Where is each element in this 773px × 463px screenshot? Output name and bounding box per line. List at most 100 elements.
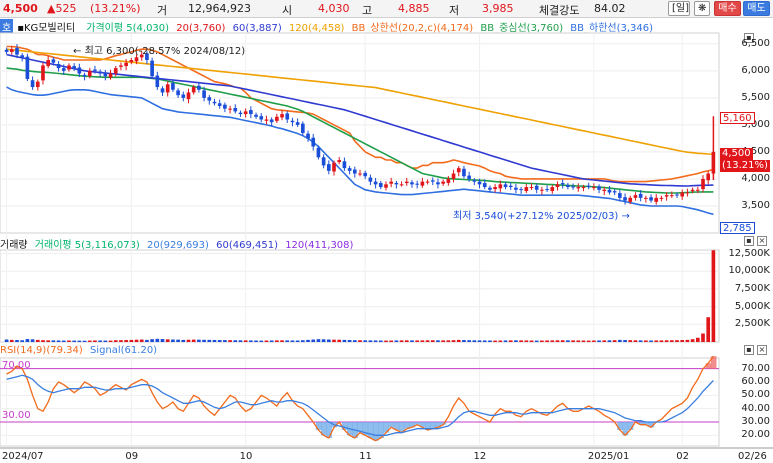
price-tick-label: 4,000: [741, 172, 770, 184]
candle-body: [524, 187, 529, 192]
legend-bb-upper[interactable]: BB_상한선(20,2,c)(4,174): [351, 23, 474, 33]
x-tick-label: 02/26: [738, 451, 767, 462]
candle-body: [46, 60, 50, 67]
candle-body: [15, 47, 19, 55]
close-icon[interactable]: ×: [757, 345, 767, 355]
legend-vol-ma20[interactable]: 20(929,693): [147, 240, 209, 250]
legend-ma120[interactable]: 120(4,458): [288, 23, 345, 33]
candle-body: [545, 189, 549, 191]
legend-vol-ma5[interactable]: 거래이평 5(3,116,073): [34, 240, 140, 250]
rsi-oversold-fill: [409, 422, 416, 428]
legend-rsi[interactable]: RSI(14,9)(79.34): [0, 345, 83, 356]
candle-body: [519, 189, 523, 191]
volume-bar: [358, 340, 362, 342]
volume-bar: [51, 340, 56, 342]
volume-bar: [581, 340, 586, 342]
candle-body: [150, 60, 154, 77]
volume-bar: [259, 340, 264, 342]
candle-body: [275, 116, 279, 121]
candle-body: [25, 56, 30, 79]
candle-body: [420, 181, 425, 186]
volume-bar: [155, 338, 160, 342]
rsi-tick-label: 50.00: [741, 389, 770, 401]
candle-body: [347, 168, 352, 171]
pane-menu-icon[interactable]: ▪: [744, 33, 754, 43]
volume-bar: [586, 340, 591, 342]
candle-body: [186, 92, 191, 100]
legend-ma20[interactable]: 20(3,760): [176, 23, 226, 33]
candle-body: [446, 178, 451, 183]
volume-bar: [337, 339, 342, 342]
sell-button[interactable]: 매도: [743, 1, 770, 16]
volume-title[interactable]: 거래량: [0, 240, 28, 250]
candle-body: [706, 173, 711, 181]
volume-bar: [514, 340, 518, 342]
legend-signal[interactable]: Signal(61.20): [89, 345, 158, 356]
pane-menu-icon[interactable]: ▪: [744, 236, 754, 246]
stock-name[interactable]: ▪KG모빌리티: [17, 23, 76, 33]
legend-vol-ma60[interactable]: 60(469,451): [216, 240, 278, 250]
legend-ma5[interactable]: 가격이평 5(4,030): [86, 23, 170, 33]
candle-body: [394, 182, 399, 185]
buy-button[interactable]: 매수: [714, 1, 741, 16]
legend-bb-mid[interactable]: BB_중심선(3,760): [480, 23, 564, 33]
pane-menu-icon[interactable]: ▪: [744, 345, 754, 355]
volume-bar: [602, 340, 607, 342]
volume-bar: [35, 339, 40, 342]
volume-bar: [706, 317, 711, 342]
volume-bar: [675, 340, 679, 342]
candle-body: [701, 178, 705, 190]
volume-bar: [545, 340, 549, 342]
volume-bar: [326, 339, 331, 342]
rsi-oversold-fill: [627, 422, 634, 430]
candle-body: [607, 189, 612, 193]
volume-bar: [77, 340, 82, 342]
x-tick-label: 2025/01: [587, 451, 630, 462]
legend-vol-ma120[interactable]: 120(411,308): [285, 240, 354, 250]
candle-body: [612, 191, 617, 193]
candle-body: [514, 187, 518, 190]
volume-bar: [347, 340, 352, 342]
rsi-overbought-fill: [14, 366, 21, 369]
candle-body: [176, 90, 180, 96]
price-pane-frame: [0, 32, 720, 234]
rsi-oversold-fill: [617, 422, 623, 430]
open-label: 시: [282, 4, 293, 17]
candle-body: [77, 67, 82, 74]
candle-body: [373, 181, 378, 185]
volume-bar: [644, 340, 648, 342]
rsi-oversold-fill: [383, 422, 390, 433]
legend-bb-lower[interactable]: BB_하한선(3,346): [570, 23, 654, 33]
candle-body: [550, 187, 555, 192]
volume-bar: [82, 340, 87, 342]
volume-bar: [238, 340, 243, 342]
period-button[interactable]: [일]: [668, 1, 690, 16]
volume-tick-label: 2,500K: [734, 318, 770, 330]
volume-bar: [529, 340, 534, 342]
volume-bar: [685, 339, 690, 342]
candle-body: [649, 197, 653, 201]
volume-tick-label: 12,500K: [728, 247, 770, 259]
candle-body: [358, 173, 362, 175]
volume-bar: [342, 339, 347, 342]
legend-ma60[interactable]: 60(3,887): [232, 23, 282, 33]
price-change-pct: (13.21%): [90, 2, 141, 15]
strength-value: 84.02: [594, 2, 626, 15]
candle-body: [633, 195, 638, 198]
candle-body: [212, 101, 217, 104]
volume-bar: [410, 340, 414, 342]
volume-bar: [451, 340, 456, 342]
close-icon[interactable]: ×: [757, 236, 767, 246]
volume-bar: [15, 340, 19, 342]
volume-bar: [363, 340, 368, 342]
candle-body: [181, 94, 186, 98]
volume-bar: [649, 340, 653, 342]
volume-bar: [223, 340, 227, 342]
volume-bar: [129, 339, 134, 342]
gear-icon[interactable]: ❋: [694, 1, 710, 16]
candle-body: [134, 57, 139, 62]
rsi-oversold-fill: [388, 422, 395, 428]
volume-bar: [555, 340, 560, 342]
bb-mid-line: [6, 67, 714, 194]
